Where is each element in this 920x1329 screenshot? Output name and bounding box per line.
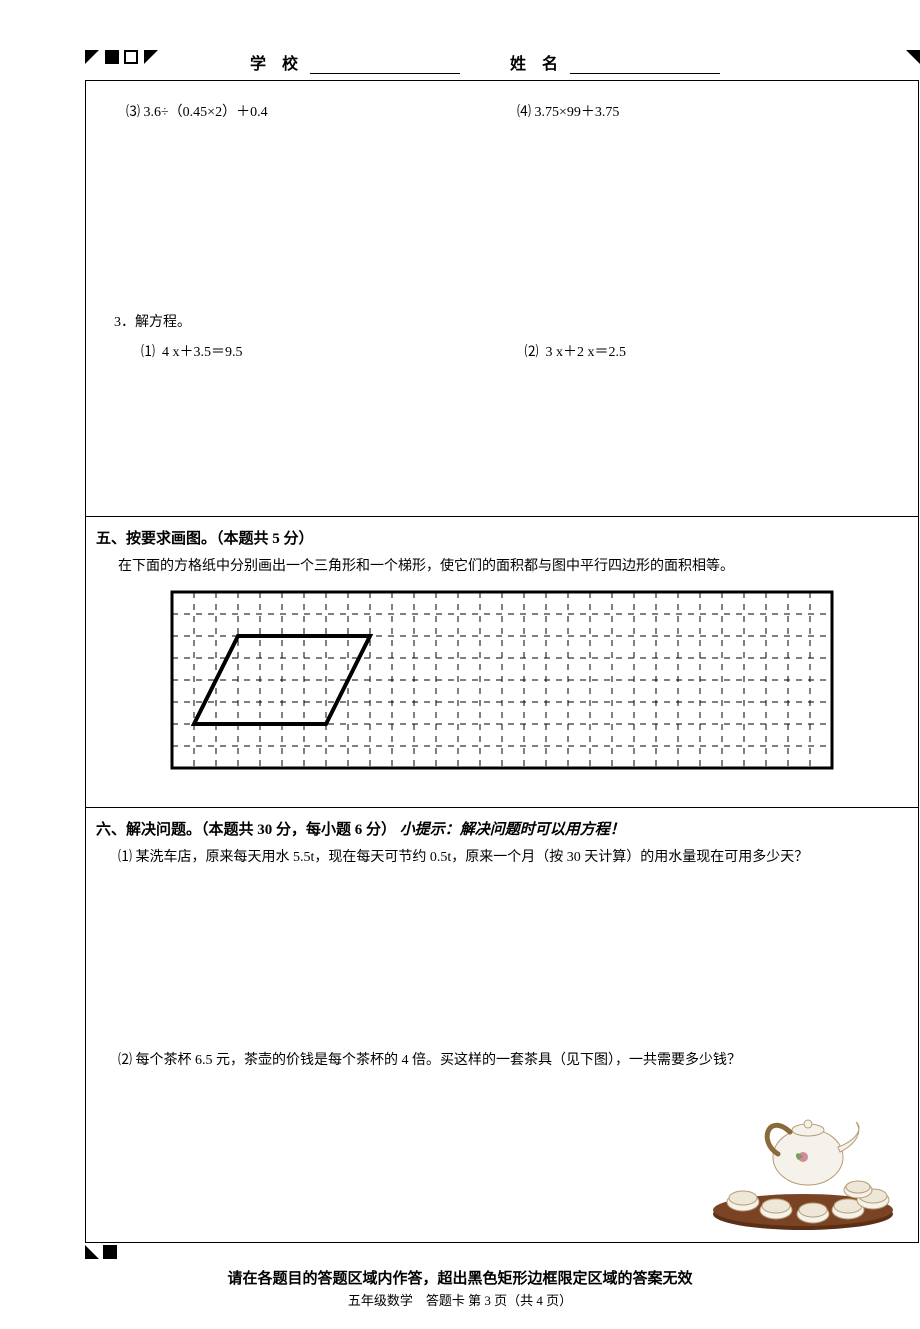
answer-space[interactable] bbox=[96, 361, 908, 506]
marker-square-icon bbox=[105, 50, 119, 64]
content-frame: ⑶ 3.6÷（0.45×2）＋0.4 ⑷ 3.75×99＋3.75 3．解方程。… bbox=[85, 80, 919, 1243]
q-num: ⑵ bbox=[118, 1053, 132, 1068]
name-label: 姓 名 bbox=[510, 56, 564, 73]
answer-space[interactable] bbox=[96, 121, 908, 311]
q-num: ⑴ bbox=[118, 850, 132, 865]
q-expr: 3.75×99＋3.75 bbox=[535, 105, 620, 120]
eq-q2: ⑵ 3 x＋2 x＝2.5 bbox=[525, 341, 909, 361]
teaset-icon bbox=[708, 1102, 898, 1232]
solve-eq-heading: 3．解方程。 bbox=[96, 311, 908, 331]
name-input-line[interactable] bbox=[570, 73, 720, 74]
q-num: ⑷ bbox=[517, 105, 531, 120]
marker-box-icon bbox=[124, 50, 138, 64]
section6-heading: 六、解决问题。（本题共 30 分，每小题 6 分） 小提示：解决问题时可以用方程… bbox=[96, 816, 908, 847]
marker-corner-icon bbox=[906, 50, 920, 64]
q-expr: 4 x＋3.5＝9.5 bbox=[162, 345, 243, 360]
eq-row: ⑴ 4 x＋3.5＝9.5 ⑵ 3 x＋2 x＝2.5 bbox=[96, 341, 908, 361]
footer-line1: 请在各题目的答题区域内作答，超出黑色矩形边框限定区域的答案无效 bbox=[0, 1267, 920, 1288]
section6-q1: ⑴ 某洗车店，原来每天用水 5.5t，现在每天可节约 0.5t，原来一个月（按 … bbox=[96, 847, 908, 869]
section5-heading: 五、按要求画图。（本题共 5 分） bbox=[96, 525, 908, 556]
marker-triangle-icon bbox=[144, 50, 158, 64]
marker-triangle-icon bbox=[85, 50, 99, 64]
marker-triangle-icon bbox=[85, 1245, 99, 1259]
school-label: 学 校 bbox=[250, 56, 304, 73]
footer-line2: 五年级数学 答题卡 第 3 页（共 4 页） bbox=[0, 1290, 920, 1309]
eq-q1: ⑴ 4 x＋3.5＝9.5 bbox=[141, 341, 525, 361]
school-input-line[interactable] bbox=[310, 73, 460, 74]
calc-q3: ⑶ 3.6÷（0.45×2）＋0.4 bbox=[126, 101, 517, 121]
marker-square-icon bbox=[103, 1245, 117, 1259]
q-expr: 3 x＋2 x＝2.5 bbox=[546, 345, 627, 360]
header-fields: 学 校 姓 名 bbox=[250, 50, 720, 74]
drawing-grid[interactable] bbox=[168, 588, 836, 772]
q-num: ⑵ bbox=[525, 345, 539, 360]
footer-marker-row bbox=[85, 1243, 919, 1263]
marker-group-left bbox=[85, 50, 158, 66]
calc-row-1: ⑶ 3.6÷（0.45×2）＋0.4 ⑷ 3.75×99＋3.75 bbox=[96, 101, 908, 121]
section6-heading-a: 六、解决问题。（本题共 30 分，每小题 6 分） bbox=[96, 822, 396, 838]
answer-space[interactable] bbox=[96, 870, 908, 1050]
teaset-figure-wrap bbox=[96, 1072, 908, 1232]
q-text: 某洗车店，原来每天用水 5.5t，现在每天可节约 0.5t，原来一个月（按 30… bbox=[136, 850, 809, 865]
section-6: 六、解决问题。（本题共 30 分，每小题 6 分） 小提示：解决问题时可以用方程… bbox=[86, 807, 918, 1242]
section-5: 五、按要求画图。（本题共 5 分） 在下面的方格纸中分别画出一个三角形和一个梯形… bbox=[86, 516, 918, 807]
section5-body: 在下面的方格纸中分别画出一个三角形和一个梯形，使它们的面积都与图中平行四边形的面… bbox=[96, 556, 908, 578]
q-num: ⑶ bbox=[126, 105, 140, 120]
q-num: ⑴ bbox=[141, 345, 155, 360]
q-text: 每个茶杯 6.5 元，茶壶的价钱是每个茶杯的 4 倍。买这样的一套茶具（见下图）… bbox=[136, 1053, 742, 1068]
section6-q2: ⑵ 每个茶杯 6.5 元，茶壶的价钱是每个茶杯的 4 倍。买这样的一套茶具（见下… bbox=[96, 1050, 908, 1072]
q-expr: 3.6÷（0.45×2）＋0.4 bbox=[144, 105, 268, 120]
section-calc: ⑶ 3.6÷（0.45×2）＋0.4 ⑷ 3.75×99＋3.75 3．解方程。… bbox=[86, 81, 918, 516]
section6-hint: 小提示：解决问题时可以用方程！ bbox=[400, 822, 625, 838]
page: 学 校 姓 名 ⑶ 3.6÷（0.45×2）＋0.4 ⑷ 3.75×99＋3.7… bbox=[0, 0, 920, 1329]
calc-q4: ⑷ 3.75×99＋3.75 bbox=[517, 101, 908, 121]
grid-wrap bbox=[96, 578, 908, 797]
